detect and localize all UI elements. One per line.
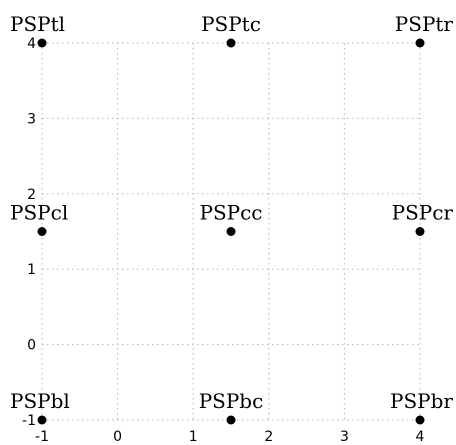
node-dot-pspcl [37,227,47,236]
dotted-grid [41,42,421,421]
node-label-pspbl: PSPbl [10,389,70,413]
node-label-psptl: PSPtl [10,12,65,36]
node-label-pspbr: PSPbr [390,389,453,413]
node-label-pspcl: PSPcl [10,201,68,225]
node-dot-pspcr [415,227,425,236]
node-dot-psptl [37,38,47,48]
node-dot-pspcc [226,227,236,236]
x-tick-label: -1 [35,429,49,445]
y-tick-label: 1 [27,262,36,278]
x-tick-label: 4 [416,429,425,445]
y-tick-label: -1 [22,413,36,429]
node-dot-pspbc [226,415,236,425]
node-dot-pspbl [37,415,47,425]
node-points: PSPtl PSPtc PSPtr PSPcl PSPcc PSPcr PSPbl PSPbc… [10,12,453,425]
x-tick-label: 0 [113,429,122,445]
y-tick-label: 3 [27,111,36,127]
node-label-psptr: PSPtr [395,12,454,36]
node-dot-pspbr [415,415,425,425]
axis-tick-labels: -1 0 1 2 3 4 -1 0 1 2 3 4 [22,36,425,445]
node-dot-psptc [226,38,236,48]
x-tick-label: 1 [189,429,198,445]
y-tick-label: 0 [27,338,36,354]
x-tick-label: 2 [264,429,273,445]
node-dot-psptr [415,38,425,48]
node-label-pspbc: PSPbc [199,389,264,413]
node-label-pspcr: PSPcr [392,201,454,225]
node-label-pspcc: PSPcc [199,201,262,225]
y-tick-label: 4 [27,36,36,52]
y-tick-label: 2 [27,187,36,203]
x-tick-label: 3 [340,429,349,445]
node-label-psptc: PSPtc [201,12,261,36]
